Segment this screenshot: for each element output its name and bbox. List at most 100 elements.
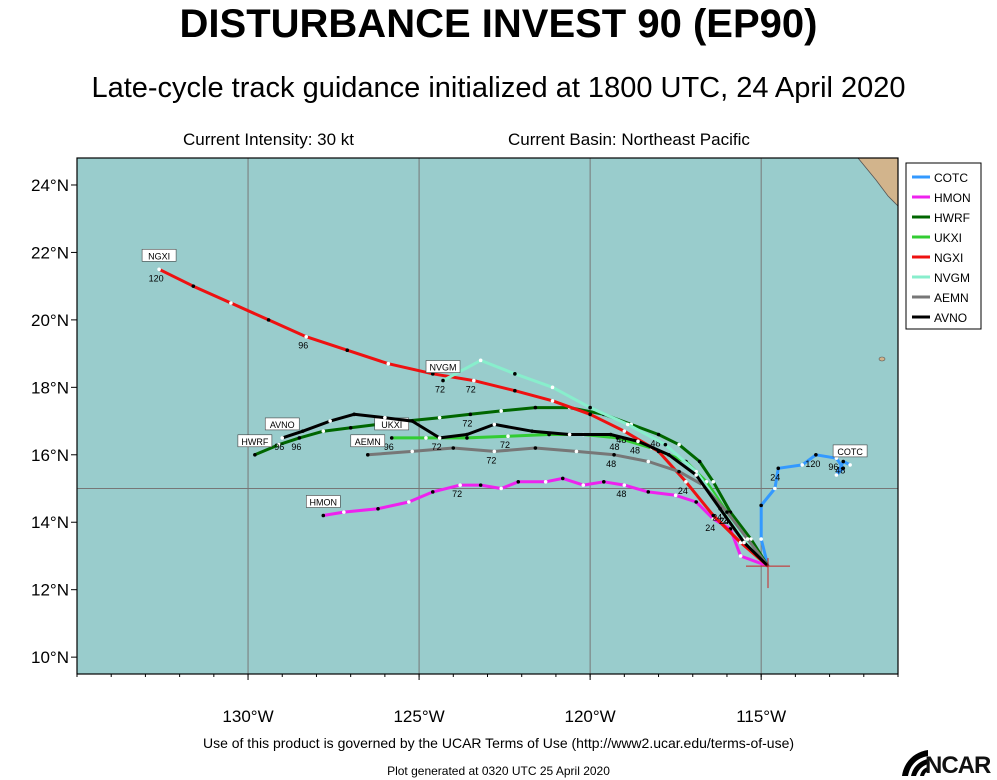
track-point: [451, 446, 456, 450]
track-point: [550, 399, 555, 403]
track-point: [581, 483, 586, 487]
track-point: [776, 466, 781, 471]
forecast-hour-label: 72: [500, 440, 510, 450]
ncar-logo-icon: [902, 750, 928, 776]
track-tag-box: [305, 495, 341, 508]
track-point: [352, 412, 356, 417]
forecast-hour-label: 48: [630, 445, 640, 455]
x-tick-label: 125°W: [393, 707, 444, 726]
track-point: [300, 429, 305, 433]
track-point: [834, 473, 839, 477]
track-tag-hwrf: HWRF: [241, 437, 268, 447]
forecast-hour-label: 48: [616, 435, 626, 445]
track-avno: [281, 412, 770, 568]
track-tag-avno: AVNO: [270, 420, 295, 430]
track-point: [574, 449, 579, 454]
track-point: [513, 372, 517, 376]
forecast-hour-label: 24: [705, 523, 715, 533]
forecast-hour-label: 72: [452, 489, 462, 499]
track-point: [550, 385, 555, 390]
track-tag-box: [832, 444, 868, 458]
track-point: [424, 436, 428, 440]
forecast-hour-label: 48: [609, 442, 619, 452]
track-point: [297, 436, 302, 440]
track-point: [513, 388, 517, 393]
forecast-hour-label: 24: [712, 513, 722, 523]
island: [878, 356, 886, 362]
track-point: [848, 463, 852, 467]
track-point: [376, 506, 380, 511]
current-intensity-label: Current Intensity: 30 kt: [183, 130, 355, 149]
track-point: [711, 479, 716, 484]
legend-label-avno: AVNO: [934, 311, 967, 325]
track-tag-box: [141, 248, 177, 262]
track-point: [663, 442, 668, 447]
forecast-hour-label: 120: [805, 459, 820, 469]
forecast-hour-label: 96: [291, 442, 301, 452]
track-point: [191, 284, 196, 288]
track-point: [697, 459, 702, 464]
track-point: [612, 452, 616, 457]
forecast-hour-label: 24: [719, 516, 729, 526]
forecast-hour-label: 48: [651, 439, 661, 449]
track-point: [588, 412, 592, 417]
forecast-hour-label: 96: [384, 442, 394, 452]
track-point: [253, 452, 257, 457]
legend-label-ngxi: NGXI: [934, 251, 963, 265]
track-point: [684, 479, 688, 484]
track-point: [407, 500, 411, 504]
track-point: [365, 452, 370, 457]
track-point: [499, 486, 503, 491]
forecast-hour-label: 24: [719, 516, 729, 526]
track-point: [738, 554, 743, 558]
track-point: [437, 436, 442, 440]
track-point: [157, 267, 161, 272]
track-point: [656, 432, 661, 437]
track-point: [389, 436, 394, 440]
track-point: [759, 503, 763, 508]
track-tag-ngxi: NGXI: [148, 251, 170, 261]
track-point: [430, 490, 435, 494]
y-tick-label: 16°N: [31, 446, 69, 465]
track-point: [745, 537, 750, 541]
track-tag-box: [425, 360, 461, 373]
track-tag-nvgm: NVGM: [430, 363, 457, 373]
chart-subtitle: Late-cycle track guidance initialized at…: [91, 72, 906, 104]
y-tick-label: 10°N: [31, 648, 69, 667]
forecast-hour-label: 72: [486, 455, 496, 465]
track-point: [277, 442, 281, 447]
x-tick-label: 120°W: [565, 707, 616, 726]
legend-label-ukxi: UKXI: [934, 231, 962, 245]
track-tag-aemn: AEMN: [355, 437, 381, 447]
forecast-hour-label: 72: [462, 418, 472, 428]
forecast-hour-label: 96: [274, 442, 284, 452]
track-point: [441, 378, 445, 383]
track-point: [841, 459, 846, 464]
track-tag-cotc: COTC: [837, 447, 863, 457]
track-point: [266, 318, 271, 322]
track-point: [694, 473, 698, 477]
plot-area: 130°W 125°W 120°W 115°W 10°N 12°N 14°N 16°N 18°N…: [31, 157, 899, 726]
track-point: [478, 483, 483, 487]
track-point: [345, 348, 350, 353]
track-point: [229, 301, 233, 305]
track-point: [636, 439, 640, 444]
forecast-hour-label: 72: [432, 442, 442, 452]
track-point: [506, 434, 510, 439]
track-point: [738, 540, 743, 545]
forecast-hour-label: 24: [678, 486, 688, 496]
track-point: [667, 452, 671, 457]
track-point: [711, 513, 716, 518]
track-point: [543, 479, 548, 484]
forecast-hour-label: 48: [606, 459, 616, 469]
track-point: [694, 500, 698, 504]
forecast-hour-label: 120: [149, 273, 164, 283]
track-point: [465, 432, 469, 437]
track-tag-box: [237, 434, 273, 448]
track-point: [492, 449, 497, 454]
track-point: [560, 476, 565, 481]
track-tag-box: [264, 417, 300, 431]
track-point: [458, 483, 462, 487]
forecast-hour-label: 72: [435, 385, 445, 395]
track-point: [437, 415, 442, 420]
